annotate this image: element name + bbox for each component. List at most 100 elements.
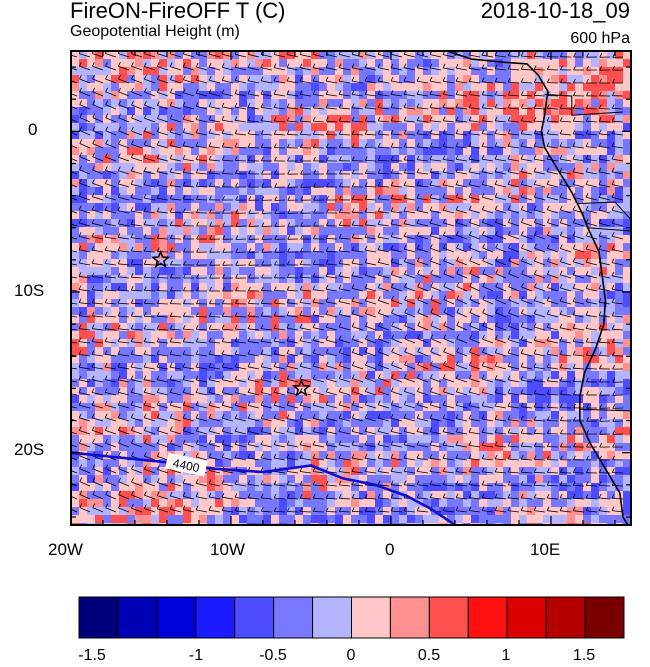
field-cell xyxy=(511,163,519,171)
wind-barb-flag xyxy=(91,232,95,237)
wind-barb-flag xyxy=(390,63,394,68)
field-cell xyxy=(167,395,175,403)
wind-barb-flag xyxy=(403,129,407,135)
field-cell xyxy=(319,427,327,435)
field-cell xyxy=(607,499,615,507)
field-cell xyxy=(479,291,487,299)
wind-barb-flag xyxy=(92,87,96,92)
field-cell xyxy=(559,363,567,371)
field-cell xyxy=(231,123,239,131)
field-cell xyxy=(87,107,95,115)
field-cell xyxy=(455,347,463,355)
field-cell xyxy=(487,275,495,283)
wind-barb xyxy=(585,222,598,227)
field-cell xyxy=(295,435,303,443)
field-cell xyxy=(119,67,127,75)
field-cell xyxy=(295,187,303,195)
wind-barb xyxy=(351,262,364,266)
field-cell xyxy=(447,323,455,331)
field-cell xyxy=(191,371,199,379)
wind-barb xyxy=(469,209,481,214)
wind-barb-flag xyxy=(182,62,186,67)
field-cell xyxy=(143,491,151,499)
field-cell xyxy=(191,243,199,251)
field-cell xyxy=(207,451,215,459)
field-cell xyxy=(495,291,503,299)
field-cell xyxy=(311,99,319,107)
field-cell xyxy=(295,99,303,107)
field-cell xyxy=(311,195,319,203)
field-cell xyxy=(567,259,575,267)
field-cell xyxy=(151,491,159,499)
wind-barb xyxy=(598,235,611,240)
field-cell xyxy=(527,211,535,219)
field-cell xyxy=(495,387,503,395)
field-cell xyxy=(287,203,295,211)
field-cell xyxy=(263,427,271,435)
wind-barb xyxy=(274,133,286,136)
field-cell xyxy=(135,187,143,195)
field-cell xyxy=(495,371,503,379)
field-cell xyxy=(311,363,319,371)
field-cell xyxy=(71,235,79,243)
wind-barb xyxy=(403,223,416,227)
field-cell xyxy=(343,251,351,259)
field-cell xyxy=(375,107,383,115)
field-cell xyxy=(511,171,519,179)
field-cell xyxy=(103,435,111,443)
field-cell xyxy=(567,203,575,211)
field-cell xyxy=(607,83,615,91)
field-cell xyxy=(439,403,447,411)
wind-barb xyxy=(351,250,364,253)
field-cell xyxy=(511,291,519,299)
field-cell xyxy=(135,499,143,507)
field-cell xyxy=(399,427,407,435)
field-cell xyxy=(583,475,591,483)
wind-barb-flag xyxy=(364,76,368,82)
field-cell xyxy=(79,139,87,147)
field-cell xyxy=(511,507,519,515)
field-cell xyxy=(191,147,199,155)
wind-barb-flag xyxy=(481,90,485,95)
wind-barb xyxy=(157,224,169,227)
field-cell xyxy=(599,467,607,475)
field-cell xyxy=(183,435,191,443)
field-cell xyxy=(615,91,623,99)
field-cell xyxy=(359,355,367,363)
wind-barb-flag xyxy=(156,88,160,93)
field-cell xyxy=(575,211,583,219)
field-cell xyxy=(327,347,335,355)
wind-barb xyxy=(377,67,390,71)
wind-barb xyxy=(456,234,468,240)
wind-barb xyxy=(534,273,546,279)
field-cell xyxy=(303,323,311,331)
field-cell xyxy=(503,75,511,83)
field-cell xyxy=(399,115,407,123)
wind-barb-flag xyxy=(273,103,277,108)
field-cell xyxy=(111,331,119,339)
wind-barb xyxy=(429,54,442,58)
field-cell xyxy=(111,419,119,427)
field-cell xyxy=(263,507,271,515)
wind-barb-flag xyxy=(326,169,329,175)
wind-barb xyxy=(429,159,442,162)
field-cell xyxy=(271,131,279,139)
field-cell xyxy=(159,75,167,83)
field-cell xyxy=(527,251,535,259)
wind-barb xyxy=(456,222,468,227)
wind-barb-flag xyxy=(261,261,264,266)
wind-barb xyxy=(144,66,156,71)
wind-barb-flag xyxy=(482,269,486,274)
wind-barb-flag xyxy=(130,193,134,198)
field-cell xyxy=(479,187,487,195)
field-cell xyxy=(223,475,231,483)
field-cell xyxy=(503,483,511,491)
field-cell xyxy=(535,179,543,187)
wind-barb-flag xyxy=(351,246,355,251)
wind-barb-flag xyxy=(91,272,95,277)
wind-barb-flag xyxy=(313,143,316,148)
field-cell xyxy=(511,411,519,419)
wind-barb-flag xyxy=(338,90,342,95)
field-cell xyxy=(119,179,127,187)
wind-barb xyxy=(482,286,494,292)
